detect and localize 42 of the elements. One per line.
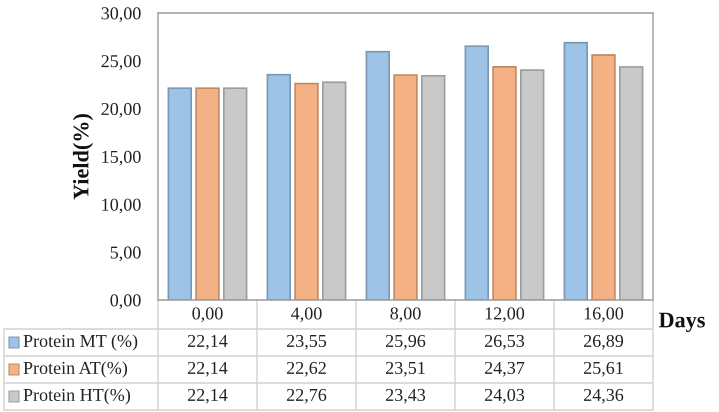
data-label: 23,55: [286, 334, 326, 350]
x-tick-label: 12,00: [486, 307, 524, 322]
data-label: 23,43: [386, 388, 426, 404]
y-tick-label: 20,00: [102, 102, 141, 118]
bar: [195, 87, 220, 300]
bar: [294, 82, 319, 300]
data-label: 22,62: [286, 362, 326, 377]
bar: [492, 66, 517, 300]
legend-label: Protein AT(%): [24, 361, 128, 378]
data-label: 25,61: [584, 362, 623, 377]
data-label: 22,14: [188, 362, 228, 377]
x-tick-label: 16,00: [584, 307, 624, 322]
bar: [266, 74, 291, 300]
data-label: 24,36: [584, 388, 624, 404]
y-tick-label: 25,00: [102, 55, 141, 70]
x-tick-label: 8,00: [390, 307, 421, 322]
data-label: 23,51: [386, 362, 425, 377]
x-axis-title: Days: [658, 312, 705, 332]
bar: [591, 54, 616, 300]
bar: [464, 45, 489, 300]
bar: [366, 50, 390, 300]
y-tick-label: 30,00: [102, 7, 141, 22]
data-label: 24,37: [484, 362, 524, 377]
legend-label: Protein MT (%): [24, 334, 138, 351]
data-label: 22,14: [188, 388, 228, 404]
data-label: 25,96: [386, 334, 426, 350]
data-label: 22,14: [188, 334, 228, 350]
y-tick-label: 10,00: [102, 198, 141, 214]
y-axis-title: Yield(%): [72, 114, 94, 200]
y-tick-label: 0,00: [110, 294, 141, 310]
bar: [564, 42, 588, 300]
x-tick-label: 4,00: [291, 307, 322, 322]
y-tick-label: 15,00: [102, 150, 141, 166]
data-label: 22,76: [286, 388, 326, 404]
bar: [168, 87, 192, 300]
data-label: 24,03: [484, 388, 524, 404]
legend-label: Protein HT(%): [24, 388, 130, 405]
x-tick-label: 0,00: [192, 307, 223, 322]
bar: [393, 74, 418, 300]
data-label: 26,53: [484, 334, 524, 350]
y-tick-label: 5,00: [110, 246, 141, 262]
data-label: 26,89: [584, 334, 624, 350]
